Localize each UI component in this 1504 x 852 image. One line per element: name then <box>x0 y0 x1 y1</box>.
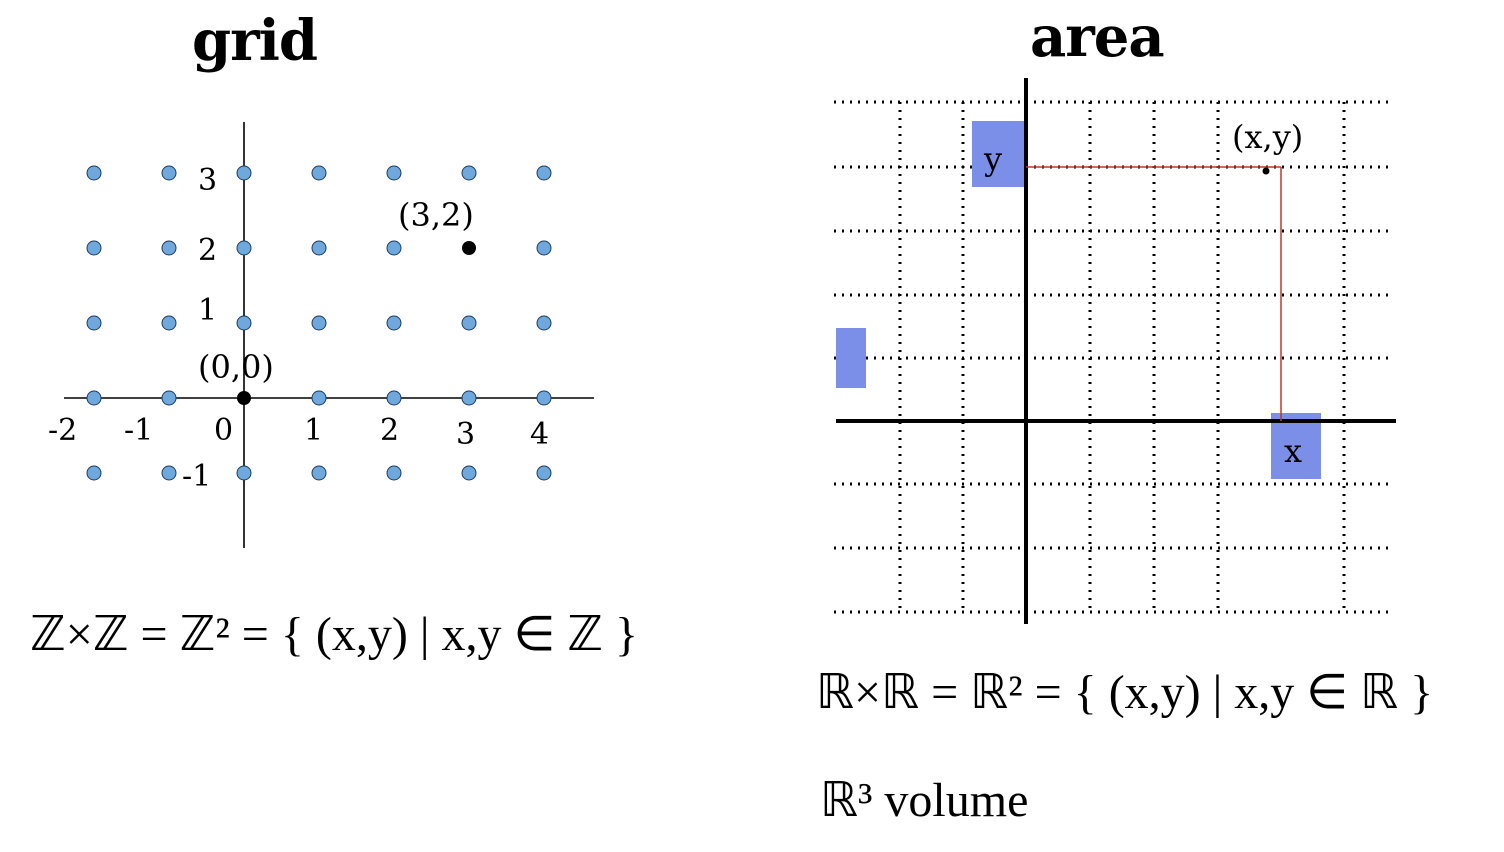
lattice-point <box>461 165 477 181</box>
x-tick-neg1: -1 <box>124 413 153 448</box>
lattice-point <box>161 165 177 181</box>
lattice-point <box>386 240 402 256</box>
y-tick-1: 1 <box>198 293 217 328</box>
lattice-points <box>86 165 552 481</box>
lattice-point <box>161 390 177 406</box>
lattice-point <box>86 390 102 406</box>
x-tick-1: 1 <box>304 413 323 448</box>
lattice-point <box>386 165 402 181</box>
lattice-point <box>461 315 477 331</box>
lattice-point <box>386 315 402 331</box>
lattice-point <box>86 465 102 481</box>
origin-label: (0,0) <box>198 348 274 386</box>
lattice-point <box>161 240 177 256</box>
x-highlight-box <box>1271 413 1321 479</box>
x-box-label: x <box>1284 432 1302 470</box>
lattice-y-ticks: 3 2 1 -1 <box>182 163 217 494</box>
point-3-2-label: (3,2) <box>398 196 474 234</box>
lattice-point <box>461 390 477 406</box>
lattice-point <box>311 240 327 256</box>
area-title: area <box>1030 4 1165 70</box>
lattice-point <box>161 465 177 481</box>
point-xy-label: (x,y) <box>1232 118 1303 156</box>
y-tick-neg1: -1 <box>182 459 211 494</box>
point-3-2 <box>462 241 476 255</box>
lattice-x-ticks: -2 -1 0 1 2 3 4 <box>48 413 549 452</box>
x-tick-3: 3 <box>456 417 475 452</box>
y-box-label: y <box>983 140 1002 178</box>
x-tick-2: 2 <box>380 413 399 448</box>
lattice-point <box>536 315 552 331</box>
point-xy-dot <box>1262 167 1270 175</box>
lattice-point <box>311 315 327 331</box>
lattice-point <box>86 240 102 256</box>
lattice-point <box>86 315 102 331</box>
lattice-point <box>86 165 102 181</box>
lattice-point <box>386 390 402 406</box>
lattice-point <box>236 165 252 181</box>
projection-lines <box>1026 166 1282 421</box>
x-tick-neg2: -2 <box>48 413 77 448</box>
lattice-point <box>536 165 552 181</box>
lattice-point <box>386 465 402 481</box>
left-highlight-box <box>836 328 866 388</box>
y-tick-2: 2 <box>198 233 217 268</box>
lattice-point <box>236 315 252 331</box>
lattice-point <box>536 390 552 406</box>
x-tick-4: 4 <box>530 417 549 452</box>
lattice-axes <box>64 122 594 548</box>
y-tick-3: 3 <box>198 163 217 198</box>
x-tick-0: 0 <box>214 413 233 448</box>
dotted-grid <box>834 100 1392 614</box>
integer-plane-formula: ℤ×ℤ = ℤ² = { (x,y) | x,y ∈ ℤ } <box>30 608 639 661</box>
lattice-point <box>536 240 552 256</box>
lattice-point <box>311 465 327 481</box>
lattice-point <box>311 165 327 181</box>
lattice-point <box>311 390 327 406</box>
real-plane-formula: ℝ×ℝ = ℝ² = { (x,y) | x,y ∈ ℝ } <box>816 666 1434 719</box>
volume-caption: ℝ³ volume <box>820 774 1029 827</box>
grid-title: grid <box>192 8 318 74</box>
lattice-point <box>236 465 252 481</box>
origin-point <box>237 391 251 405</box>
lattice-point <box>461 465 477 481</box>
lattice-point <box>236 240 252 256</box>
lattice-point <box>536 465 552 481</box>
lattice-point <box>161 315 177 331</box>
y-highlight-box <box>972 121 1024 187</box>
plane-axes <box>836 78 1396 624</box>
